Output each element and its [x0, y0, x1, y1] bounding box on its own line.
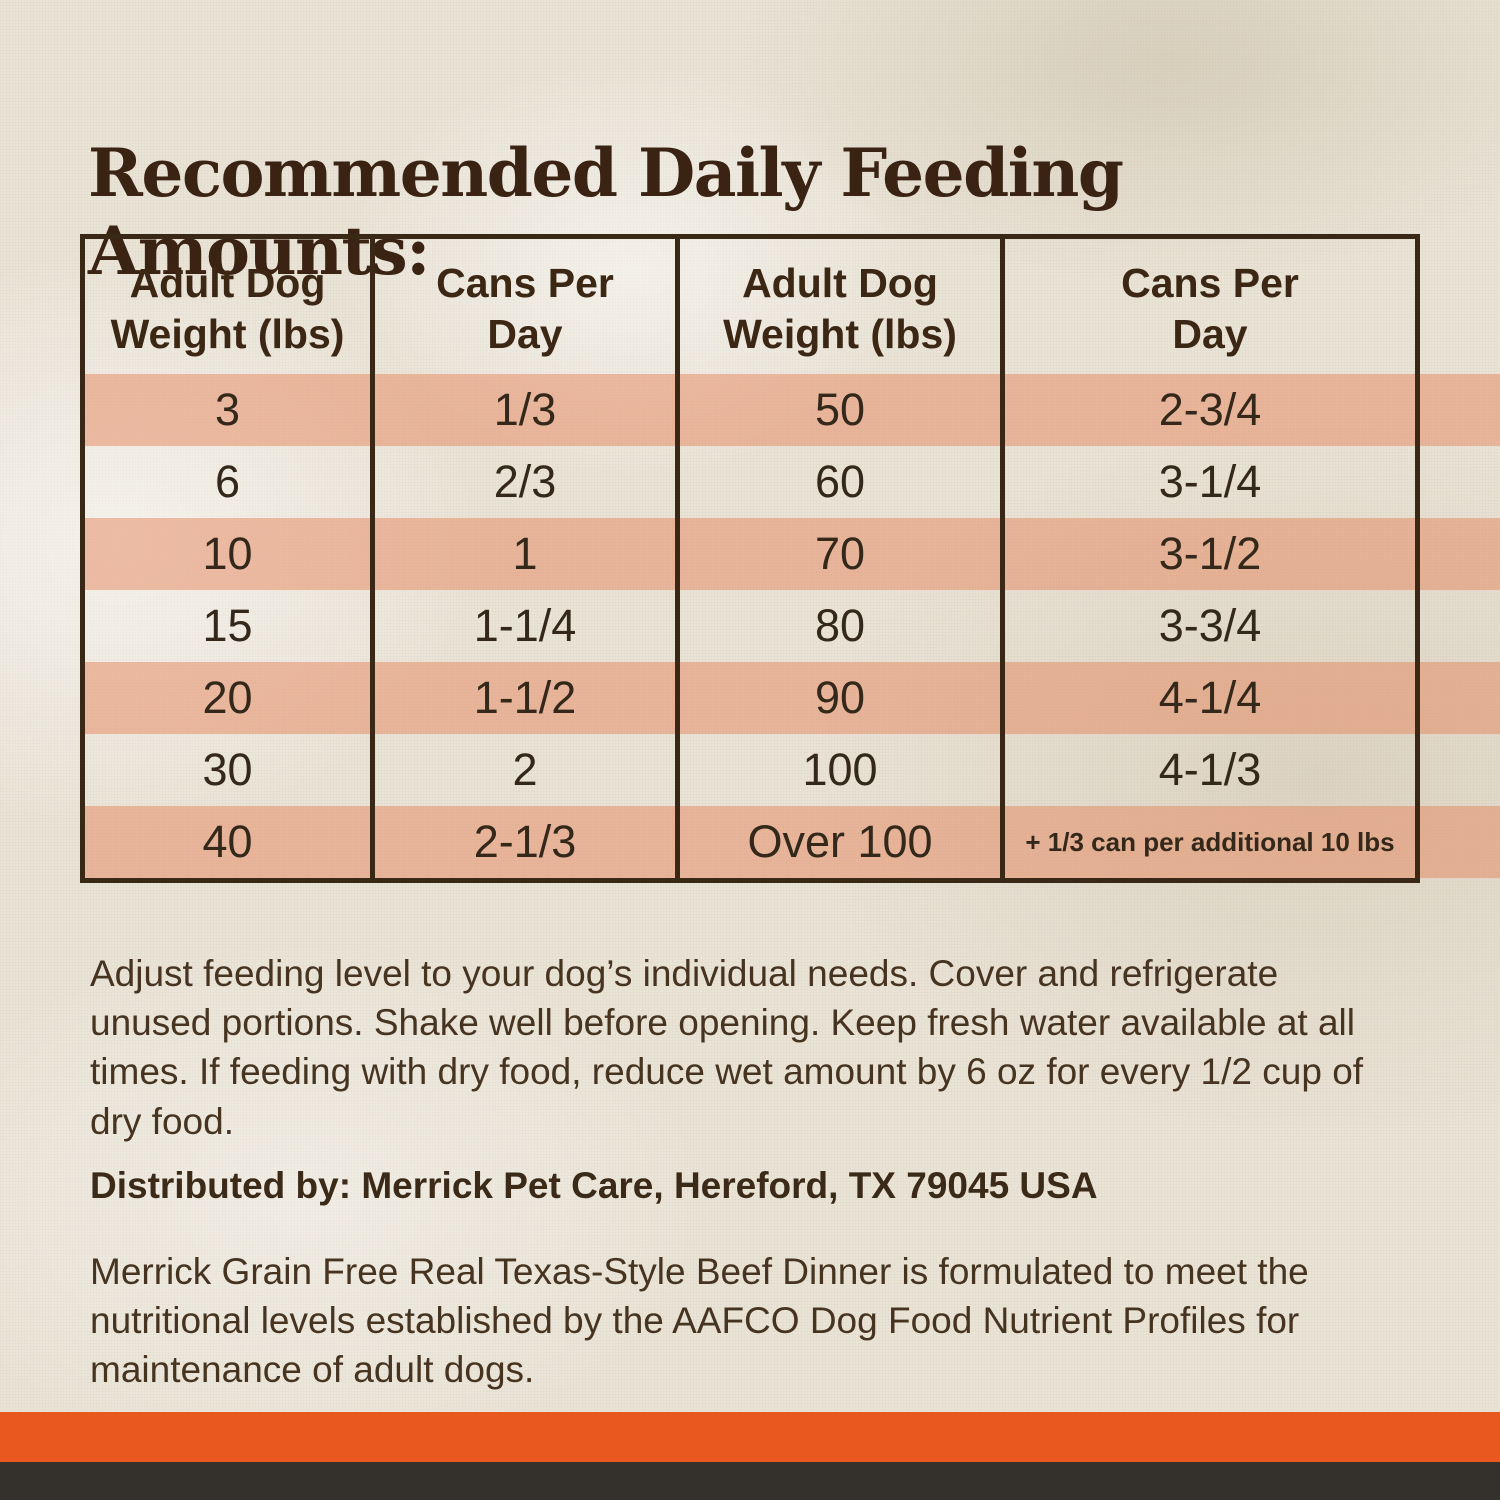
table-cell: 4-1/3 [1158, 744, 1262, 795]
footer-dark-bar [0, 1462, 1500, 1500]
table-cell: 60 [680, 446, 1005, 518]
table-cell: 3 [85, 374, 375, 446]
header-cans-left: Cans Per Day [375, 239, 680, 374]
header-weight-left: Adult Dog Weight (lbs) [85, 239, 375, 374]
stripe [80, 806, 1500, 878]
table-cell: 100 [680, 734, 1005, 806]
table-cell: 3-1/2 [1158, 528, 1262, 579]
table-cell: 20 [85, 662, 375, 734]
table-cell: 2-3/4 [1158, 384, 1262, 435]
table-cell: 2 [375, 734, 680, 806]
table-cell: 2/3 [375, 446, 680, 518]
table-cell: 3-1/4 [1158, 456, 1262, 507]
row-stripes [80, 374, 1500, 878]
table-cell: 90 [680, 662, 1005, 734]
table-cell: 4-1/4 [1158, 672, 1262, 723]
aafco-statement: Merrick Grain Free Real Texas-Style Beef… [90, 1251, 1309, 1391]
table-cell: 3-3/4 [1158, 600, 1262, 651]
feeding-table: Adult Dog Weight (lbs) Cans Per Day Adul… [80, 234, 1420, 883]
stripe [80, 374, 1500, 446]
feeding-instructions: Adjust feeding level to your dog’s indiv… [90, 953, 1364, 1142]
table-cell: 10 [85, 518, 375, 590]
table-cell: 1-1/2 [375, 662, 680, 734]
table-cell: Over 100 [680, 806, 1005, 878]
feeding-table-zone: Adult Dog Weight (lbs) Cans Per Day Adul… [80, 234, 1500, 883]
stripe [80, 518, 1500, 590]
distributor-line: Distributed by: Merrick Pet Care, Herefo… [90, 1165, 1098, 1206]
header-cans-right: Cans Per Day [1121, 260, 1299, 357]
table-cell: 40 [85, 806, 375, 878]
header-weight-right: Adult Dog Weight (lbs) [680, 239, 1005, 374]
footer-orange-bar [0, 1412, 1500, 1462]
table-cell: 1 [375, 518, 680, 590]
table-cell: 1/3 [375, 374, 680, 446]
table-cell: 2-1/3 [375, 806, 680, 878]
table-cell: 15 [85, 590, 375, 662]
table-cell: 50 [680, 374, 1005, 446]
table-cell: 70 [680, 518, 1005, 590]
table-cell: 1-1/4 [375, 590, 680, 662]
table-cell: 80 [680, 590, 1005, 662]
stripe [80, 662, 1500, 734]
table-cell: 30 [85, 734, 375, 806]
table-cell-note: + 1/3 can per additional 10 lbs [1025, 826, 1395, 857]
table-cell: 6 [85, 446, 375, 518]
